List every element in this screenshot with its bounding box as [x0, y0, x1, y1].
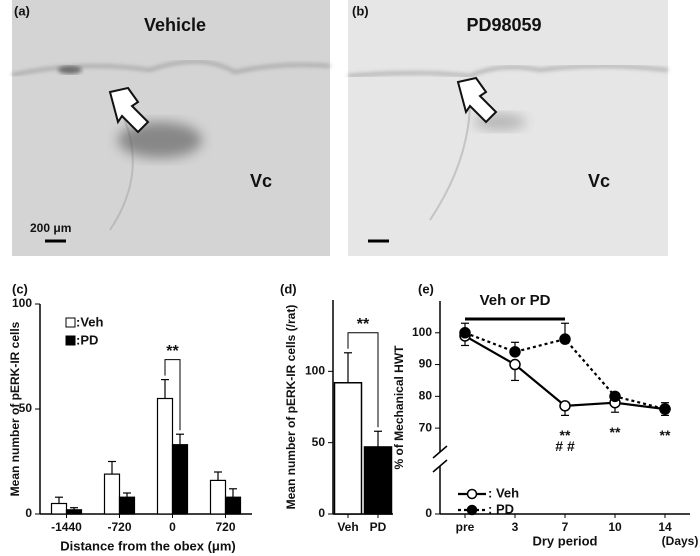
x-axis-label: Distance from the obex (μm): [60, 538, 236, 553]
micrograph-b: [347, 0, 669, 256]
marker: [659, 403, 671, 415]
y-tick-label: 0: [25, 506, 32, 520]
y-axis-label: % of Mechanical HWT: [392, 345, 406, 470]
marker: [459, 327, 471, 339]
region-label: Vc: [588, 171, 610, 191]
panel-label: (d): [280, 281, 297, 296]
bar: [103, 473, 121, 515]
treatment-label: Veh or PD: [480, 292, 551, 309]
legend-swatch: [65, 317, 76, 328]
legend-label: :PD: [76, 332, 98, 347]
y-tick-label: 0: [318, 506, 325, 520]
annotation: # #: [555, 438, 575, 454]
axis-break: [432, 459, 448, 473]
x-tick-label: pre: [456, 520, 475, 534]
annotation: **: [357, 316, 370, 333]
bar: [156, 397, 174, 515]
x-tick-label: 720: [215, 520, 235, 534]
y-tick-label: 100: [305, 364, 325, 378]
micrograph-a: [11, 0, 331, 256]
x-tick-label: -720: [107, 520, 131, 534]
legend-marker: [466, 488, 478, 500]
marker: [559, 333, 571, 345]
x-tick-label: 14: [658, 520, 672, 534]
y-tick-label: 100: [12, 296, 32, 310]
bar: [118, 496, 136, 515]
bar: [363, 446, 393, 515]
marker: [509, 346, 521, 358]
scale-bar-label: 200 μm: [30, 221, 71, 235]
bar: [209, 479, 227, 515]
bar: [171, 444, 189, 515]
panel-title: Vehicle: [144, 15, 206, 35]
x-tick-label: Veh: [337, 520, 358, 534]
panel-title: PD98059: [466, 15, 541, 35]
line: [464, 335, 666, 411]
y-tick-label: 100: [412, 325, 432, 339]
legend-swatch: [65, 335, 76, 346]
bar: [224, 496, 242, 515]
bar: [50, 502, 68, 515]
x-tick-label: 0: [169, 520, 176, 534]
annotation: **: [560, 427, 571, 443]
y-tick-label: 0: [425, 506, 432, 520]
y-tick-label: 80: [419, 389, 433, 403]
bar: [65, 509, 83, 515]
x-tick-label: -1440: [51, 520, 82, 534]
axis-break: [432, 445, 448, 459]
y-tick-label: 70: [419, 420, 433, 434]
annotation: **: [660, 427, 671, 443]
region-label: Vc: [250, 171, 272, 191]
x-tick-label: PD: [370, 520, 387, 534]
marker: [609, 390, 621, 403]
significance-bracket: [164, 359, 181, 431]
y-tick-label: 90: [419, 357, 433, 371]
panel-label: (a): [14, 3, 30, 18]
y-tick-label: 50: [19, 401, 33, 415]
legend-marker: [466, 504, 478, 516]
panel-label: (e): [418, 281, 434, 296]
annotation: **: [610, 424, 621, 440]
marker: [509, 358, 521, 371]
line: [464, 331, 666, 411]
x-tick-label: 7: [562, 520, 569, 534]
legend-label: :Veh: [76, 314, 104, 329]
x-unit: (Days): [662, 534, 699, 548]
y-axis-label: Mean number of pERK-IR cells: [8, 321, 22, 496]
panel-label: (b): [352, 3, 369, 18]
legend-label: : PD: [488, 501, 514, 516]
x-tick-label: 3: [512, 520, 519, 534]
panel-label: (c): [12, 281, 28, 296]
bar: [333, 381, 363, 515]
x-tick-label: 10: [608, 520, 622, 534]
y-axis-label: Mean number of pERK-IR cells (/rat): [284, 305, 298, 510]
marker: [559, 400, 571, 412]
y-tick-label: 50: [312, 435, 326, 449]
x-axis-label: Dry period: [532, 533, 597, 548]
annotation: **: [166, 343, 179, 360]
significance-bracket: [347, 332, 379, 428]
legend-label: : Veh: [488, 485, 519, 500]
